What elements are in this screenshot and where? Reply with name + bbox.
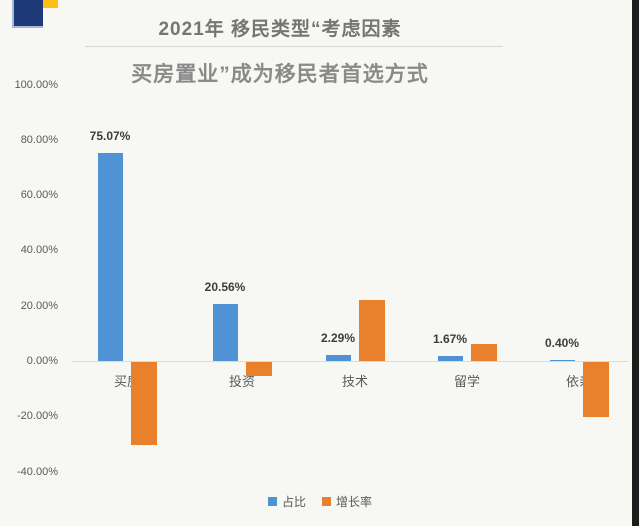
growth-legend-swatch <box>322 497 331 506</box>
proportion-data-label: 2.29% <box>320 330 356 345</box>
y-axis-tick-label: 40.00% <box>20 244 58 257</box>
legend-item: 增长率 <box>322 493 372 510</box>
proportion-data-label: 0.40% <box>544 335 580 350</box>
y-axis-tick-label: 0.00% <box>26 355 58 367</box>
category-label: 投资 <box>228 374 255 389</box>
logo-navy-square <box>12 0 43 28</box>
zero-axis-line <box>72 361 628 362</box>
chart-subtitle: 买房置业”成为移民者首选方式 <box>131 63 429 86</box>
proportion-data-label: 1.67% <box>432 332 468 347</box>
y-axis-tick-label: -40.00% <box>17 465 58 478</box>
legend-label: 增长率 <box>336 495 373 509</box>
proportion-bar <box>98 153 123 361</box>
legend-item: 占比 <box>267 493 306 510</box>
proportion-bar <box>326 354 351 361</box>
proportion-bar <box>438 356 463 361</box>
y-axis-tick-label: 60.00% <box>20 189 58 202</box>
legend-label: 占比 <box>281 495 306 509</box>
growth-bar <box>583 362 609 418</box>
proportion-legend-swatch <box>267 497 277 506</box>
category-label: 留学 <box>453 374 480 389</box>
chart-title: 2021年 移民类型“考虑因素 <box>158 19 402 40</box>
growth-bar <box>131 362 157 445</box>
category-label: 技术 <box>341 374 368 389</box>
growth-bar <box>471 344 497 361</box>
growth-bar <box>246 362 272 376</box>
screen-edge-strip <box>632 0 639 526</box>
proportion-bar <box>213 304 238 361</box>
logo-yellow-square <box>43 0 58 8</box>
proportion-data-label: 75.07% <box>89 129 131 144</box>
growth-bar <box>359 300 385 361</box>
proportion-data-label: 20.56% <box>204 280 246 295</box>
y-axis-tick-label: 20.00% <box>20 299 58 312</box>
chart-legend: 占比 增长率 <box>40 493 600 510</box>
proportion-bar <box>550 359 575 361</box>
y-axis-tick-label: 100.00% <box>14 78 58 91</box>
title-divider <box>85 46 503 47</box>
y-axis-tick-label: 80.00% <box>20 133 58 146</box>
y-axis-tick-label: -20.00% <box>17 410 58 423</box>
